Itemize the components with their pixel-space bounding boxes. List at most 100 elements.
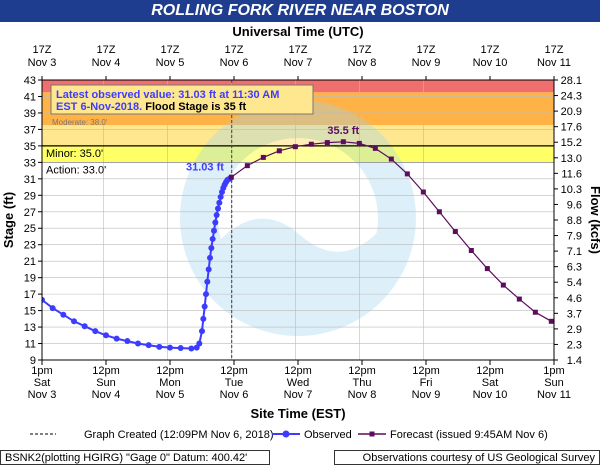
top-tick-date: Nov 4: [92, 57, 121, 69]
noaa-watermark: NOAA: [180, 100, 416, 336]
forecast-point: [452, 229, 458, 235]
x-tick-weekday: Sun: [544, 377, 564, 389]
top-tick-time: 17Z: [353, 44, 372, 56]
forecast-point: [308, 141, 314, 147]
y-tick-label: 33: [24, 157, 36, 169]
band-action: [42, 145, 554, 163]
observed-point: [188, 345, 195, 352]
y2-tick-label: 7.1: [567, 246, 582, 258]
x-tick-date: Nov 5: [156, 389, 185, 401]
observed-point: [213, 212, 220, 219]
x-tick-date: Nov 3: [28, 389, 57, 401]
x-tick-weekday: Mon: [159, 377, 180, 389]
observed-point: [216, 199, 223, 206]
crest-value-label: 35.5 ft: [327, 125, 359, 137]
forecast-point: [516, 296, 522, 302]
forecast-point: [420, 189, 426, 195]
x-tick-weekday: Sat: [34, 377, 51, 389]
forecast-point: [228, 174, 234, 180]
band-minor: [42, 125, 554, 146]
observed-point: [211, 227, 217, 234]
x-tick-time: 12pm: [284, 365, 312, 377]
observed-point: [208, 245, 215, 251]
forecast-point: [292, 144, 298, 150]
y-tick-label: 19: [24, 273, 36, 285]
observed-point: [71, 318, 77, 325]
x-tick-time: 1pm: [31, 365, 52, 377]
observed-point: [199, 328, 205, 335]
observed-point: [124, 338, 131, 345]
legend: Graph Created (12:09PM Nov 6, 2018) Obse…: [30, 429, 548, 441]
observed-point: [135, 340, 141, 347]
x-tick-time: 12pm: [92, 365, 120, 377]
top-tick-time: 17Z: [161, 44, 180, 56]
y-tick-label: 39: [24, 108, 36, 120]
y-tick-label: 9: [30, 355, 36, 367]
noaa-watermark-text: NOAA: [254, 159, 342, 192]
y-tick-label: 27: [24, 207, 36, 219]
forecast-point: [276, 148, 282, 154]
forecast-point: [468, 247, 474, 253]
forecast-point: [484, 266, 490, 272]
y2-tick-label: 3.7: [567, 308, 582, 320]
y-tick-label: 11: [25, 339, 36, 351]
legend-created-label: Graph Created (12:09PM Nov 6, 2018): [84, 429, 274, 441]
y2-tick-label: 7.9: [567, 231, 582, 243]
minor-stage-label: Minor: 35.0': [46, 148, 103, 160]
y-tick-label: 31: [24, 174, 36, 186]
observed-point: [81, 323, 88, 330]
x-tick-weekday: Thu: [353, 377, 372, 389]
top-tick-time: 17Z: [225, 44, 244, 56]
y-tick-label: 15: [24, 306, 36, 318]
x-tick-date: Nov 10: [473, 389, 508, 401]
x-tick-time: 12pm: [156, 365, 184, 377]
y2-tick-label: 28.1: [561, 75, 582, 87]
info-line-1: Latest observed value: 31.03 ft at 11:30…: [56, 89, 279, 101]
x-tick-weekday: Wed: [287, 377, 309, 389]
y2-tick-label: 4.6: [567, 293, 582, 305]
y2-tick-label: 17.6: [561, 122, 582, 134]
y2-tick-label: 13.0: [561, 153, 582, 165]
legend-forecast-label: Forecast (issued 9:45AM Nov 6): [390, 429, 548, 441]
x-tick-time: 12pm: [476, 365, 504, 377]
top-tick-time: 17Z: [481, 44, 500, 56]
chart-title: ROLLING FORK RIVER NEAR BOSTON: [0, 0, 600, 22]
footer-datum: BSNK2(plotting HGIRG) "Gage 0" Datum: 40…: [0, 450, 270, 465]
moderate-stage-label: Moderate: 38.0': [52, 118, 108, 127]
y-tick-label: 35: [24, 141, 36, 153]
y-tick-label: 23: [24, 240, 36, 252]
x-axis-title: Site Time (EST): [250, 406, 345, 421]
y-tick-label: 13: [24, 322, 36, 334]
x-tick-time: 12pm: [412, 365, 440, 377]
top-tick-time: 17Z: [289, 44, 308, 56]
y-axis-title: Stage (ft): [1, 192, 16, 248]
top-tick-time: 17Z: [417, 44, 436, 56]
y-tick-label: 25: [24, 223, 36, 235]
x-tick-weekday: Sat: [482, 377, 499, 389]
observed-point: [103, 332, 109, 339]
y2-tick-label: 5.4: [567, 277, 582, 289]
top-tick-time: 17Z: [33, 44, 52, 56]
y-tick-label: 43: [24, 75, 36, 87]
info-box-frame: [50, 84, 314, 115]
y2-tick-label: 20.9: [561, 106, 582, 118]
y2-tick-label: 24.3: [561, 91, 582, 103]
y2-tick-label: 2.3: [567, 339, 582, 351]
top-tick-date: Nov 9: [412, 57, 441, 69]
y-tick-label: 17: [24, 289, 36, 301]
y2-tick-label: 2.9: [567, 324, 582, 336]
observed-point: [217, 193, 224, 200]
y2-tick-label: 1.4: [567, 355, 582, 367]
x-tick-time: 12pm: [348, 365, 376, 377]
forecast-point: [404, 171, 410, 177]
y-tick-label: 37: [24, 124, 36, 136]
info-date: EST 6-Nov-2018.: [56, 101, 142, 113]
x-tick-weekday: Sun: [96, 377, 116, 389]
y2-tick-label: 11.6: [561, 168, 582, 180]
info-flood-stage: Flood Stage is 35 ft: [142, 101, 246, 113]
forecast-point: [436, 209, 442, 215]
top-tick-date: Nov 8: [348, 57, 377, 69]
x-tick-time: 1pm: [543, 365, 564, 377]
observed-point: [156, 343, 163, 350]
